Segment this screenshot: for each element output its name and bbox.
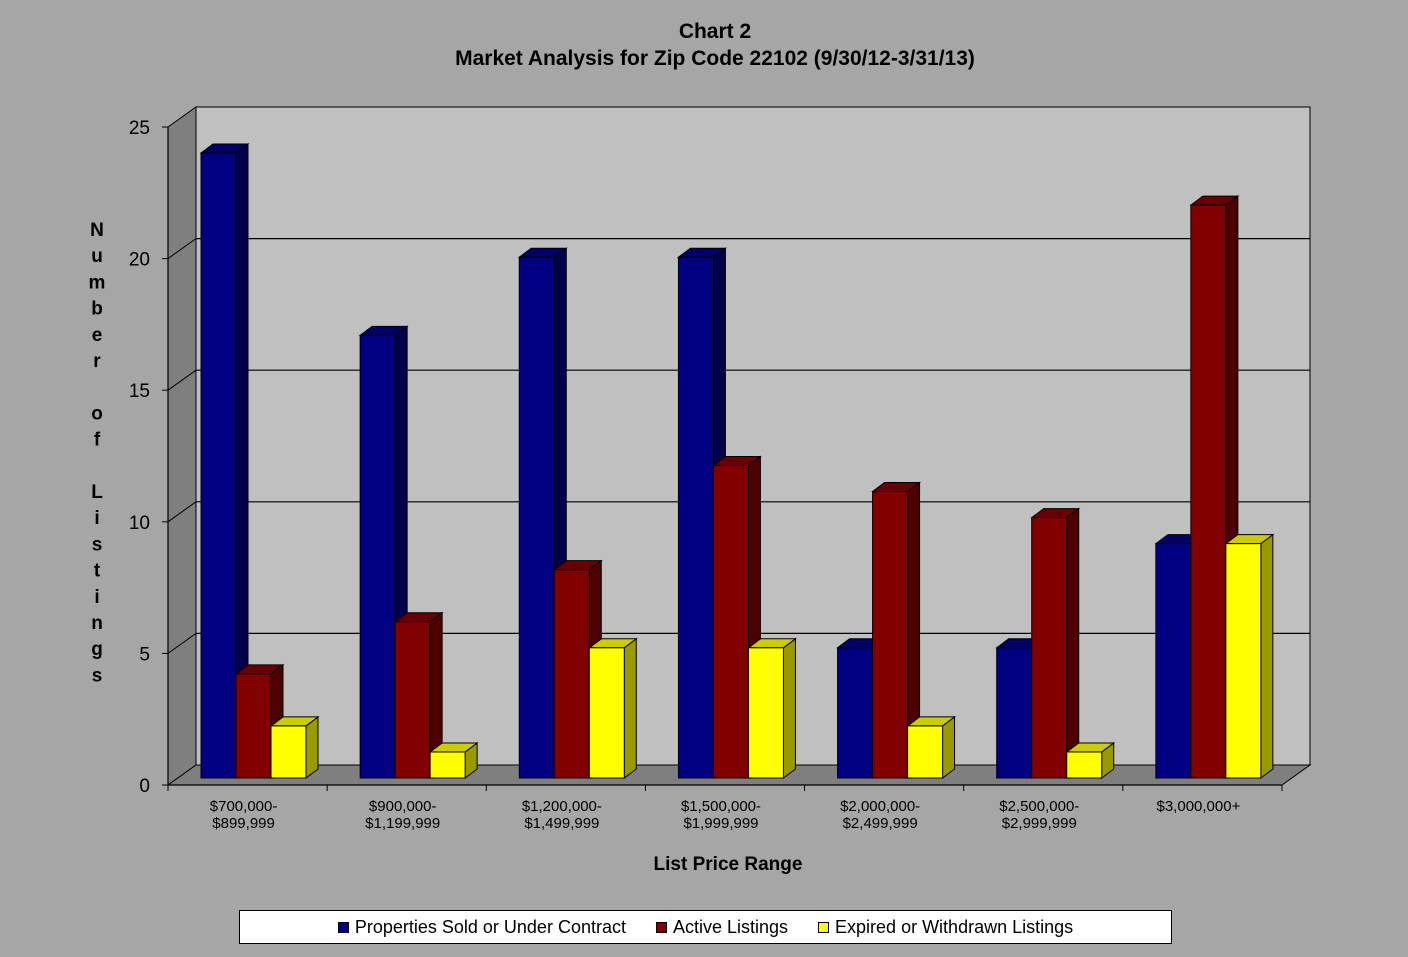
x-tick-label: $2,500,000-	[999, 798, 1079, 815]
bar	[1155, 543, 1192, 779]
y-tick-label: 20	[129, 250, 150, 271]
x-tick-label: $1,999,999	[683, 815, 758, 832]
bar	[235, 673, 272, 779]
legend-label: Active Listings	[672, 916, 789, 937]
legend-swatch	[337, 921, 349, 933]
bar	[837, 647, 874, 779]
x-tick-label: $1,499,999	[524, 815, 599, 832]
y-tick-label: 25	[129, 118, 150, 139]
x-axis-title: List Price Range	[654, 854, 803, 875]
x-tick-label: $700,000-	[210, 798, 278, 815]
bar-side	[942, 715, 956, 779]
bar	[747, 647, 784, 779]
bar	[907, 725, 944, 779]
bar-side	[1260, 533, 1274, 779]
x-tick-label: $899,999	[212, 815, 275, 832]
bar	[270, 725, 307, 779]
bar-side	[623, 637, 637, 779]
bar	[359, 334, 396, 779]
bar	[996, 647, 1033, 779]
y-tick-label: 15	[129, 381, 150, 402]
x-tick-label: $1,200,000-	[522, 798, 602, 815]
legend-item: Active Listings	[655, 916, 789, 938]
legend-swatch	[655, 921, 667, 933]
bar-side	[305, 715, 319, 779]
y-tick-label: 10	[129, 513, 150, 534]
bar-side	[782, 637, 796, 779]
gridline-side	[167, 238, 197, 260]
x-tick-label: $2,000,000-	[840, 798, 920, 815]
gridline-side	[167, 369, 197, 391]
x-tick-label: $1,500,000-	[681, 798, 761, 815]
legend-item: Properties Sold or Under Contract	[337, 916, 626, 938]
bar	[1225, 543, 1262, 779]
gridline-side	[167, 501, 197, 523]
legend-swatch	[818, 921, 830, 933]
bar	[518, 256, 555, 779]
bar	[1066, 751, 1103, 779]
bar	[1031, 517, 1068, 779]
legend-item: Expired or Withdrawn Listings	[818, 917, 1073, 938]
x-tick-label: $2,499,999	[843, 815, 918, 832]
x-tick-label: $1,199,999	[365, 815, 440, 832]
chart-legend: Properties Sold or Under Contract Active …	[239, 910, 1172, 944]
bar	[677, 256, 714, 779]
chart-subtitle: Market Analysis for Zip Code 22102 (9/30…	[455, 47, 975, 70]
bar	[1190, 204, 1227, 779]
bar-side	[1066, 507, 1080, 779]
y-tick-label: 0	[139, 776, 150, 797]
legend-label: Properties Sold or Under Contract	[354, 916, 626, 937]
chart-title-block: Chart 2 Market Analysis for Zip Code 221…	[0, 18, 1408, 72]
x-tick-label: $3,000,000+	[1157, 798, 1241, 815]
x-tick-label: $2,999,999	[1002, 815, 1077, 832]
bar	[429, 751, 466, 779]
chart-title: Chart 2	[678, 20, 752, 43]
bar	[394, 621, 431, 779]
y-tick-label: 5	[139, 644, 150, 665]
gridline-side	[167, 632, 197, 654]
legend-label: Expired or Withdrawn Listings	[835, 916, 1074, 937]
left-wall	[167, 106, 197, 786]
bar	[588, 647, 625, 779]
x-tick-label: $900,000-	[369, 798, 437, 815]
bar	[872, 491, 909, 779]
bar	[200, 152, 237, 779]
bar	[712, 465, 749, 779]
bar	[553, 569, 590, 779]
